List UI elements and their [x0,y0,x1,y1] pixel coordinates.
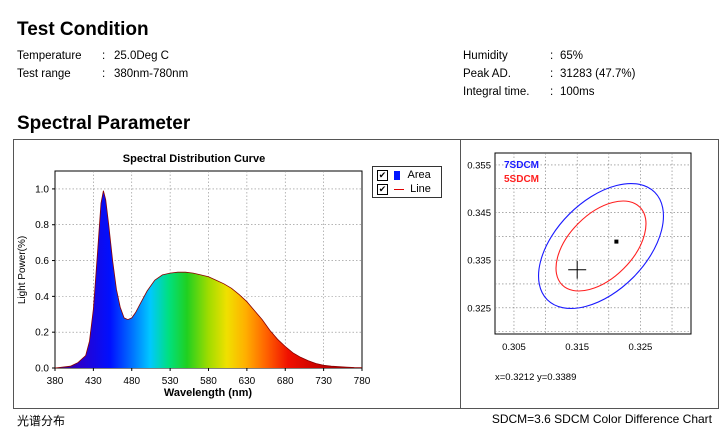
humidity-value: 65% [560,50,584,62]
spec-x-tick-label: 580 [200,376,217,387]
sdcm-y-tick-label: 0.335 [467,256,491,267]
reference-cross [568,260,587,279]
footer-right-caption: SDCM=3.6 SDCM Color Difference Chart [491,412,712,426]
peak-ad-label: Peak AD. [463,68,511,80]
spec-x-tick-label: 680 [277,376,294,387]
peak-ad-value: 31283 (47.7%) [560,68,636,80]
footer-left-caption: 光谱分布 [17,414,66,428]
panel-divider [460,139,461,409]
area-checkbox[interactable]: ✔ [377,169,388,181]
peak-ad-colon: : [550,68,554,80]
spec-y-tick-label: 0.2 [35,328,49,339]
spec-x-tick-label: 430 [85,376,102,387]
spectral-parameter-title: Spectral Parameter [17,113,191,134]
line-swatch [394,188,405,190]
integral-time-colon: : [550,86,554,98]
spectrum-line [54,190,363,369]
test-range-value: 380nm-780nm [114,68,189,80]
spectral-distribution-chart: Spectral Distribution Curve 0.0 0.2 0.4 0.6… [17,153,371,399]
sdcm-x-tick-label: 0.315 [565,342,589,353]
spectrum-area [55,190,362,368]
area-swatch [394,170,401,180]
legend-line-label: Line [410,183,431,195]
sdcm-5-label: 5SDCM [504,174,539,185]
spec-y-tick-label: 0.6 [35,256,49,267]
humidity-label: Humidity [463,50,508,62]
sdcm-7-label: 7SDCM [504,160,539,171]
test-range-colon: : [102,68,106,80]
x-axis-label: Wavelength (nm) [164,387,253,399]
line-checkbox[interactable]: ✔ [377,183,388,195]
integral-time-value: 100ms [560,86,595,98]
legend-line-row[interactable]: ✔ Line [377,182,431,196]
sdcm-readout: x=0.3212 y=0.3389 [495,372,576,383]
spec-x-tick-label: 630 [239,376,256,387]
sdcm-y-tick-label: 0.355 [467,160,491,171]
spec-y-tick-label: 0.8 [35,220,49,231]
test-range-label: Test range [17,68,71,80]
y-axis-label: Light Power(%) [17,236,28,304]
temperature-value: 25.0Deg C [114,50,169,62]
sdcm-x-tick-label: 0.325 [629,342,653,353]
integral-time-label: Integral time. [463,86,530,98]
chart-legend: ✔ Area ✔ Line [372,166,442,198]
spec-y-tick-label: 0.4 [35,292,49,303]
test-condition-title: Test Condition [17,19,149,40]
spec-x-tick-label: 530 [162,376,179,387]
spec-x-tick-label: 730 [315,376,332,387]
chart-title: Spectral Distribution Curve [123,153,265,165]
measured-point [614,239,619,244]
humidity-colon: : [550,50,554,62]
legend-area-row[interactable]: ✔ Area [377,168,431,182]
sdcm-chart: 7SDCM 5SDCM 0.355 0.345 0.335 0.325 0.305 0.… [467,152,692,383]
temperature-label: Temperature [17,50,82,62]
spec-x-tick-label: 380 [47,376,64,387]
sdcm-5-ellipse [555,200,647,292]
sdcm-y-tick-label: 0.345 [467,208,491,219]
spec-y-tick-label: 1.0 [35,184,49,195]
legend-area-label: Area [407,169,431,181]
sdcm-y-tick-label: 0.325 [467,303,491,314]
spec-x-tick-label: 780 [354,376,371,387]
sdcm-x-tick-label: 0.305 [502,342,526,353]
sdcm-7-ellipse [537,182,665,310]
spectral-panel [13,139,719,409]
spec-x-tick-label: 480 [123,376,140,387]
temperature-colon: : [102,50,106,62]
spec-y-tick-label: 0.0 [35,364,49,375]
